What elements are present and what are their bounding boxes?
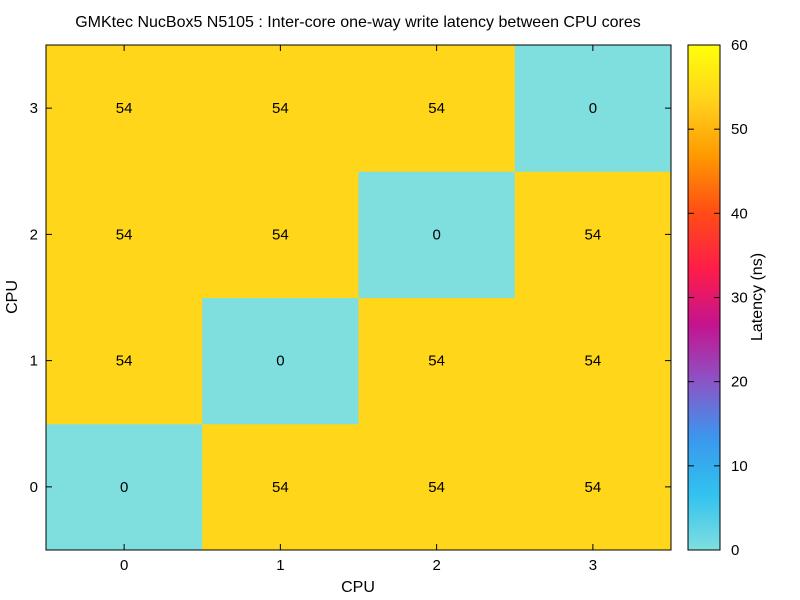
heatmap-cell-2-2 [358, 171, 516, 298]
colorbar-ticks: 0 10 20 30 40 50 60 [688, 37, 748, 559]
colorbar-label: Latency (ns) [749, 253, 766, 341]
x-axis-ticks: 0 1 2 3 [120, 45, 597, 574]
y-axis-label: CPU [4, 280, 21, 314]
heatmap-cell-3-3 [514, 45, 672, 172]
cell-value-label: 54 [585, 479, 602, 496]
cell-value-label: 54 [585, 353, 602, 370]
x-tick-label: 2 [432, 557, 440, 574]
cell-value-label: 54 [116, 226, 133, 243]
plot-frame [45, 44, 672, 551]
cell-value-label: 54 [428, 353, 445, 370]
colorbar-tick-label: 40 [731, 205, 748, 222]
chart-title: GMKtec NucBox5 N5105 : Inter-core one-wa… [75, 14, 641, 31]
cell-value-label: 54 [428, 479, 445, 496]
heatmap-cell-2-3 [514, 171, 672, 298]
colorbar-tick-label: 30 [731, 290, 748, 307]
heatmap-cell-1-0 [46, 297, 203, 425]
heatmap-cell-3-1 [202, 45, 359, 172]
cell-value-label: 0 [120, 479, 128, 496]
x-tick-label: 3 [589, 557, 597, 574]
heatmap-cell-0-2 [358, 423, 516, 551]
cell-value-label: 54 [272, 226, 289, 243]
heatmap-cell-2-1 [202, 171, 359, 298]
heatmap-cells [46, 45, 672, 551]
y-tick-label: 0 [30, 479, 38, 496]
heatmap-cell-1-1 [202, 297, 359, 425]
cell-value-label: 54 [116, 353, 133, 370]
cell-value-label: 0 [589, 100, 597, 117]
heatmap-cell-labels: 0 54 54 54 54 0 54 54 54 54 0 54 54 54 54 0 [116, 100, 601, 496]
cell-value-label: 54 [428, 100, 445, 117]
heatmap-cell-2-0 [46, 171, 203, 298]
x-tick-label: 0 [120, 557, 128, 574]
heatmap-cell-0-3 [514, 423, 672, 551]
heatmap-cell-3-0 [46, 45, 203, 172]
cell-value-label: 54 [116, 100, 133, 117]
heatmap-cell-1-3 [514, 297, 672, 425]
cell-value-label: 0 [276, 353, 284, 370]
heatmap-cell-1-2 [358, 297, 516, 425]
colorbar-tick-label: 60 [731, 37, 748, 54]
heatmap-cell-0-0 [46, 423, 203, 551]
y-tick-label: 2 [30, 226, 38, 243]
heatmap-cell-3-2 [358, 45, 516, 172]
y-tick-label: 3 [30, 100, 38, 117]
x-tick-label: 1 [276, 557, 284, 574]
x-axis-label: CPU [341, 579, 375, 596]
cell-value-label: 54 [272, 479, 289, 496]
heatmap-cell-0-1 [202, 423, 359, 551]
colorbar-tick-label: 50 [731, 121, 748, 138]
y-tick-label: 1 [30, 353, 38, 370]
cell-value-label: 54 [272, 100, 289, 117]
colorbar-tick-label: 20 [731, 374, 748, 391]
cell-value-label: 54 [585, 226, 602, 243]
y-axis-ticks: 0 1 2 3 [30, 100, 671, 496]
colorbar-tick-label: 0 [731, 542, 739, 559]
colorbar-tick-label: 10 [731, 458, 748, 475]
cell-value-label: 0 [432, 226, 440, 243]
